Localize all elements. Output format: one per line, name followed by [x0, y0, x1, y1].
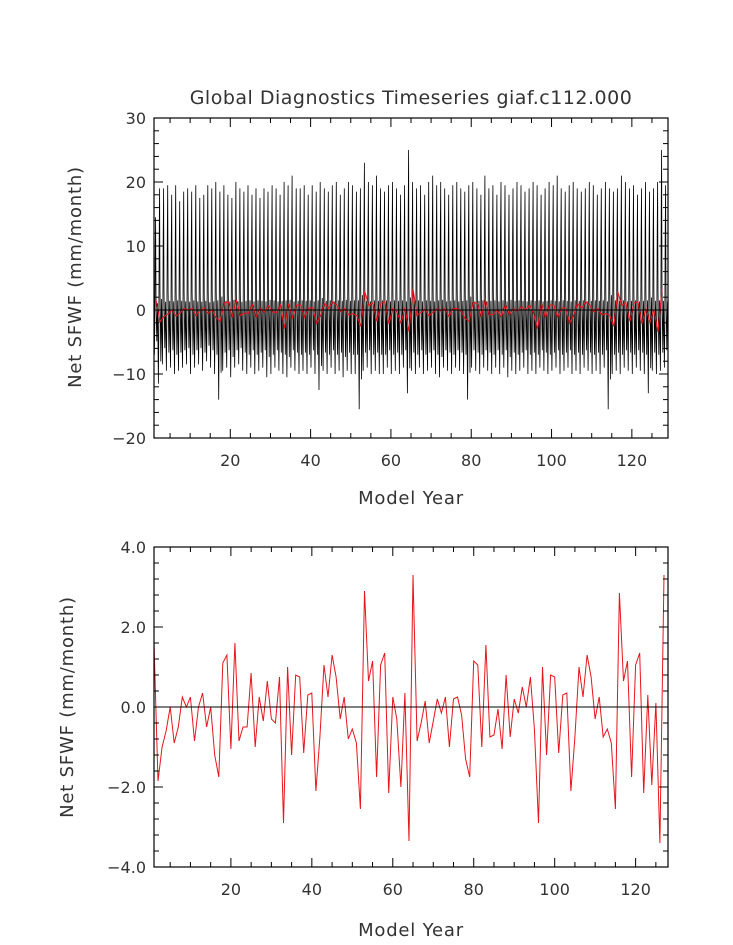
top-x-tick-label: 20	[220, 451, 240, 470]
bottom-plot-area	[153, 574, 665, 844]
top-y-tick-label: 0	[136, 301, 146, 320]
bottom-y-tick-label: −2.0	[107, 778, 146, 797]
top-x-tick-label: 80	[461, 451, 481, 470]
top-panel: Global Diagnostics Timeseries giaf.c112.…	[65, 87, 669, 509]
annual-series-line	[153, 574, 665, 844]
top-x-tick-label: 120	[617, 451, 648, 470]
top-y-tick-label: 10	[126, 237, 146, 256]
bottom-y-tick-label: 2.0	[121, 618, 146, 637]
bottom-axes: 20 40 60 80 100 120 −4.0 −2.0 0.0 2.0 4.0	[107, 538, 669, 899]
top-y-tick-label: −10	[112, 365, 146, 384]
bottom-panel: 20 40 60 80 100 120 −4.0 −2.0 0.0 2.0 4.0 Model Ye…	[57, 538, 669, 941]
bottom-y-tick-label: −4.0	[107, 858, 146, 877]
top-y-tick-label: −20	[112, 429, 146, 448]
bottom-x-tick-label: 120	[620, 880, 651, 899]
top-y-axis-label: Net SFWF (mm/month)	[65, 166, 86, 388]
bottom-x-tick-label: 80	[464, 880, 484, 899]
top-x-axis-label: Model Year	[358, 488, 464, 509]
bottom-y-axis-label: Net SFWF (mm/month)	[57, 596, 78, 818]
top-x-tick-label: 60	[381, 451, 401, 470]
bottom-y-tick-label: 4.0	[121, 538, 146, 557]
bottom-x-axis-label: Model Year	[358, 920, 464, 941]
bottom-x-tick-label: 100	[539, 880, 570, 899]
top-y-tick-label: 20	[126, 173, 146, 192]
annual-series-line-top	[155, 288, 663, 332]
top-axes: 20 40 60 80 100 120 −20 −10 0 10 20 30	[112, 109, 669, 470]
bottom-x-tick-label: 20	[221, 880, 241, 899]
monthly-series-line	[153, 149, 668, 410]
top-x-tick-label: 40	[300, 451, 320, 470]
bottom-x-tick-label: 40	[302, 880, 322, 899]
top-x-tick-label: 100	[536, 451, 567, 470]
chart-title: Global Diagnostics Timeseries giaf.c112.…	[190, 87, 633, 109]
top-plot-area	[153, 149, 668, 410]
bottom-x-tick-label: 60	[383, 880, 403, 899]
bottom-y-tick-label: 0.0	[121, 698, 146, 717]
top-y-tick-label: 30	[126, 109, 146, 128]
